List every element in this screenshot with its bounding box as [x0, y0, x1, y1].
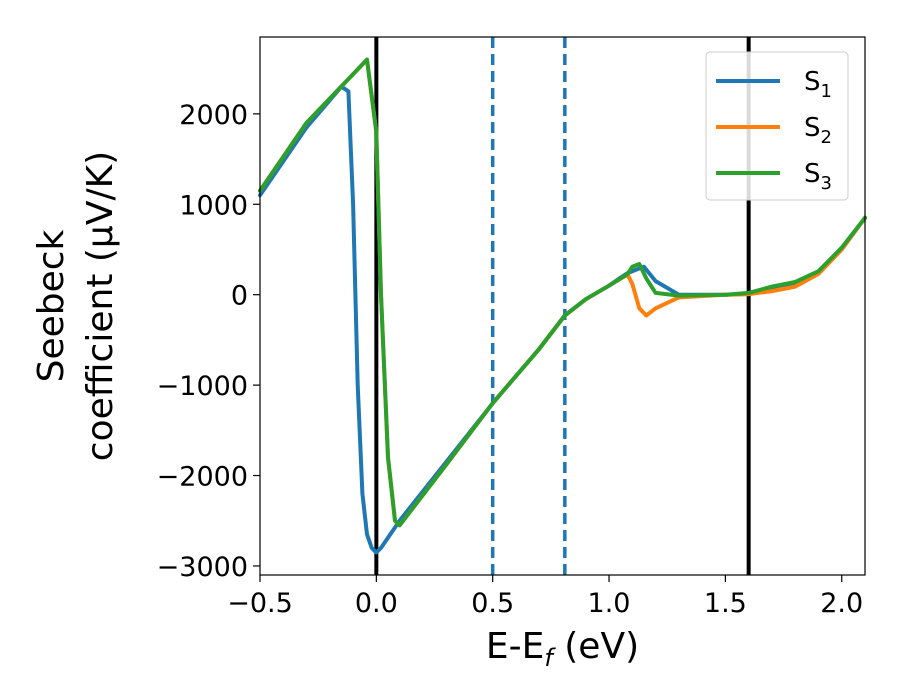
y-tick-label: −3000 [157, 552, 248, 583]
series-layer [258, 57, 867, 555]
x-tick-label: −0.5 [227, 588, 293, 619]
series-line-3 [258, 57, 867, 528]
y-tick-label: −2000 [157, 462, 248, 493]
legend-label-3: S3 [804, 159, 832, 194]
x-axis-label: E-Ef (eV) [486, 626, 639, 672]
legend-label-2: S2 [804, 113, 832, 148]
x-axis-ticks: −0.5 0.0 0.5 1.0 1.5 2.0 [227, 575, 863, 619]
plot-frame [259, 36, 866, 576]
y-tick-label: −1000 [157, 371, 248, 402]
y-tick-label: 2000 [179, 100, 248, 131]
vertical-reference-lines [374, 37, 751, 575]
x-tick-label: 2.0 [820, 588, 863, 619]
y-axis-label-line2: coefficient (μV/K) [80, 151, 121, 461]
y-tick-label: 0 [231, 281, 248, 312]
x-tick-label: 0.5 [471, 588, 514, 619]
legend: S1 S2 S3 [705, 51, 849, 201]
x-tick-label: 0.0 [355, 588, 398, 619]
legend-label-1: S1 [804, 67, 832, 102]
y-axis-ticks: −3000 −2000 −1000 0 1000 2000 [157, 100, 260, 583]
y-axis-label-line1: Seebeck [31, 229, 72, 382]
x-tick-label: 1.0 [588, 588, 631, 619]
x-tick-label: 1.5 [704, 588, 747, 619]
y-tick-label: 1000 [179, 190, 248, 221]
